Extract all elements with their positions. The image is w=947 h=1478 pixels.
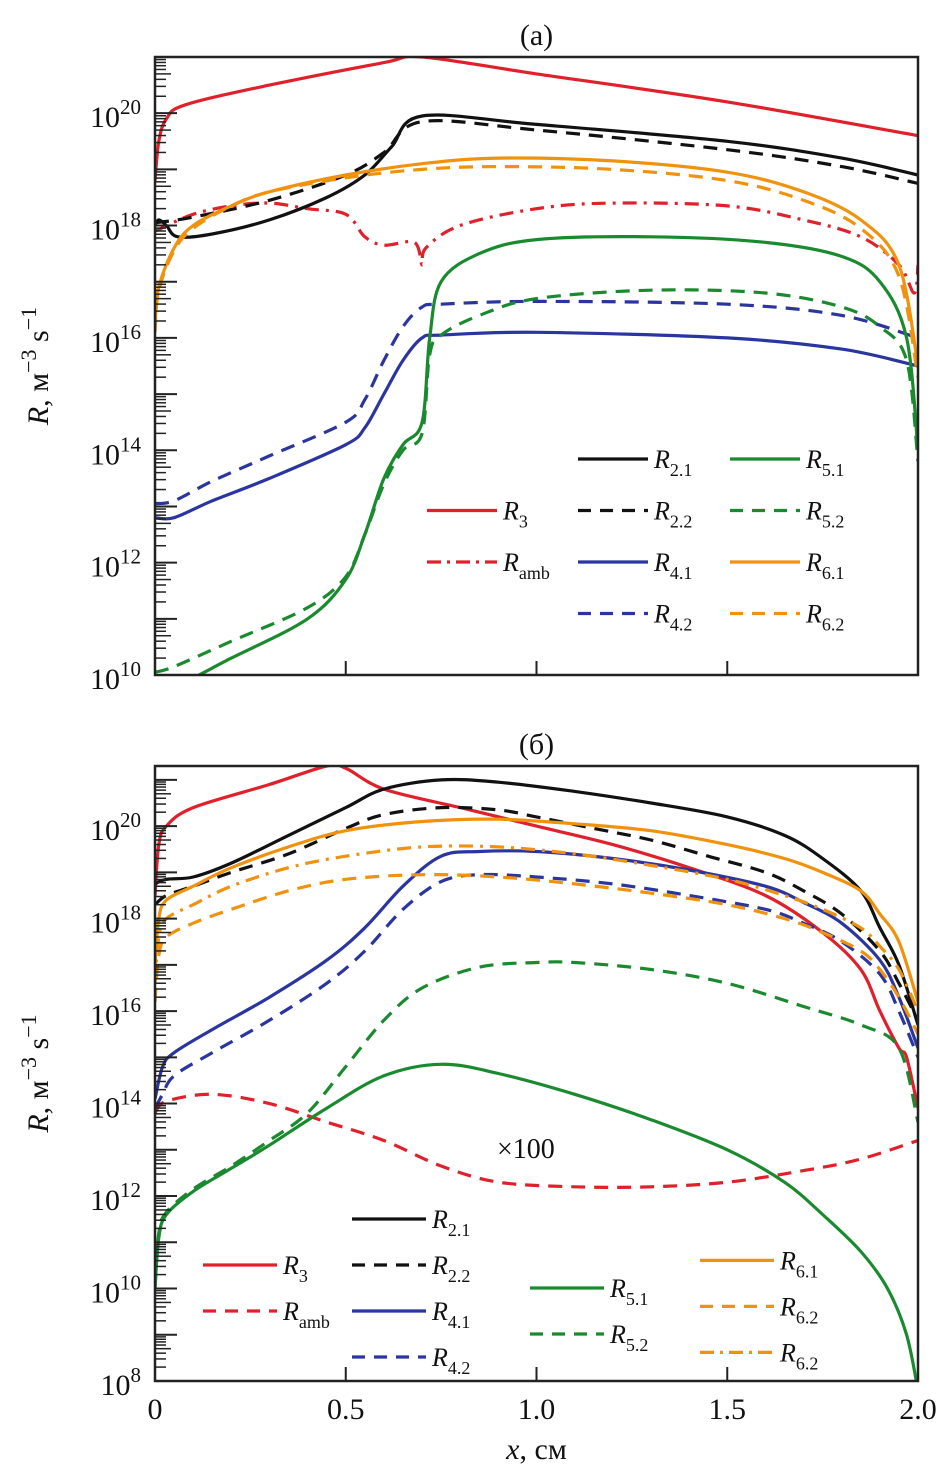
x-tick-label: 2.0 [899, 1393, 937, 1426]
series-Ramb [155, 1092, 918, 1189]
y-tick-label: 1012 [90, 1178, 141, 1217]
legend-item: R2.2 [578, 497, 692, 532]
x-tick-label: 0 [148, 1393, 163, 1426]
legend-label: R5.1 [609, 1274, 648, 1309]
x-tick-label: 1.0 [518, 1393, 556, 1426]
legend-item: R5.1 [730, 445, 844, 480]
legend-label: R5.2 [609, 1320, 648, 1355]
legend-label: Ramb [502, 548, 550, 583]
series-R5-1 [155, 1062, 918, 1381]
series-R2-2 [155, 119, 918, 225]
legend-item: R6.2 [700, 1292, 818, 1327]
series-R4-2 [155, 299, 918, 506]
legend-label: R6.1 [779, 1246, 818, 1281]
series-group [155, 766, 918, 1381]
series-R2-2 [155, 805, 918, 1022]
y-tick-label: 1010 [90, 657, 141, 696]
legend-item: R3 [427, 497, 528, 532]
legend-item: R6.1 [700, 1246, 818, 1281]
legend-item: R4.2 [352, 1343, 470, 1378]
y-axis-label: R, м−3 s−1 [16, 1014, 55, 1133]
y-tick-label: 1016 [90, 320, 141, 359]
legend-label: Ramb [282, 1297, 330, 1332]
series-R2-1 [155, 113, 918, 239]
y-tick-label: 1020 [90, 808, 141, 847]
y-tick-label: 1018 [90, 208, 141, 247]
legend-item: R6.2 [700, 1338, 818, 1373]
y-tick-label: 108 [101, 1363, 142, 1402]
series-R4-2 [155, 872, 918, 1109]
legend-item: R5.1 [530, 1274, 648, 1309]
series-R4-1 [155, 330, 918, 521]
legend-item: Ramb [427, 548, 550, 583]
series-R6-2 [155, 165, 918, 378]
series-R6-1 [155, 817, 918, 1003]
scale-annotation: ×100 [497, 1134, 555, 1165]
series-R4-1 [155, 849, 918, 1100]
y-axis-label: R, м−3 s−1 [16, 307, 55, 426]
y-tick-label: 1016 [90, 993, 141, 1032]
legend-item: R4.2 [578, 600, 692, 635]
legend: R3 Ramb R2.1 R2.2 R4.1 R4.2 R5.1 R5.2 R6.1 R6.2 [427, 445, 844, 635]
panel-b: (б) 108 1010 1012 1014 1016 1018 1020 0 0.5 1.0 1.5… [16, 728, 937, 1466]
legend-label: R5.2 [805, 497, 844, 532]
legend-label: R3 [282, 1251, 308, 1286]
legend-item: R6.1 [730, 548, 844, 583]
legend-label: R6.2 [805, 600, 844, 635]
legend-label: R2.1 [431, 1205, 470, 1240]
legend-label: R6.1 [805, 548, 844, 583]
y-tick-label: 1014 [90, 432, 142, 471]
series-R5-2 [155, 288, 918, 674]
panel-title: (a) [520, 19, 553, 52]
legend-label: R6.2 [779, 1338, 818, 1373]
legend-item: R6.2 [730, 600, 844, 635]
legend-label: R4.1 [431, 1297, 470, 1332]
legend: R3 Ramb R2.1 R2.2 R4.1 R4.2 R5.1 R5.2 R6.1 R6.2 R6… [203, 1205, 818, 1378]
legend-item: Ramb [203, 1297, 330, 1332]
legend-label: R2.2 [431, 1251, 470, 1286]
y-tick-label: 1018 [90, 901, 141, 940]
legend-item: R3 [203, 1251, 308, 1286]
legend-item: R2.1 [578, 445, 692, 480]
y-tick-label: 1010 [90, 1271, 141, 1310]
legend-label: R4.1 [653, 548, 692, 583]
x-tick-label: 1.5 [709, 1393, 747, 1426]
series-R6-2b [155, 844, 918, 1012]
legend-label: R4.2 [431, 1343, 470, 1378]
y-tick-label: 1012 [90, 545, 141, 584]
legend-label: R2.1 [653, 445, 692, 480]
series-group [155, 57, 918, 675]
legend-item: R2.2 [352, 1251, 470, 1286]
x-tick-label: 0.5 [327, 1393, 365, 1426]
series-R5-2 [155, 960, 918, 1289]
y-tick-label: 1020 [90, 95, 141, 134]
legend-item: R2.1 [352, 1205, 470, 1240]
series-R5-1 [195, 235, 918, 675]
series-R6-2 [155, 873, 918, 1035]
legend-item: R5.2 [530, 1320, 648, 1355]
legend-label: R4.2 [653, 600, 692, 635]
legend-label: R3 [502, 497, 528, 532]
legend-item: R5.2 [730, 497, 844, 532]
legend-item: R4.1 [578, 548, 692, 583]
legend-label: R5.1 [805, 445, 844, 480]
series-R3 [155, 57, 918, 181]
x-axis-label: x, см [505, 1433, 567, 1466]
legend-label: R2.2 [653, 497, 692, 532]
legend-item: R4.1 [352, 1297, 470, 1332]
legend-label: R6.2 [779, 1292, 818, 1327]
series-Ramb [155, 201, 918, 295]
series-R3 [155, 766, 918, 1109]
series-R6-1 [155, 156, 918, 367]
panel-title: (б) [519, 728, 554, 761]
y-tick-label: 1014 [90, 1086, 142, 1125]
